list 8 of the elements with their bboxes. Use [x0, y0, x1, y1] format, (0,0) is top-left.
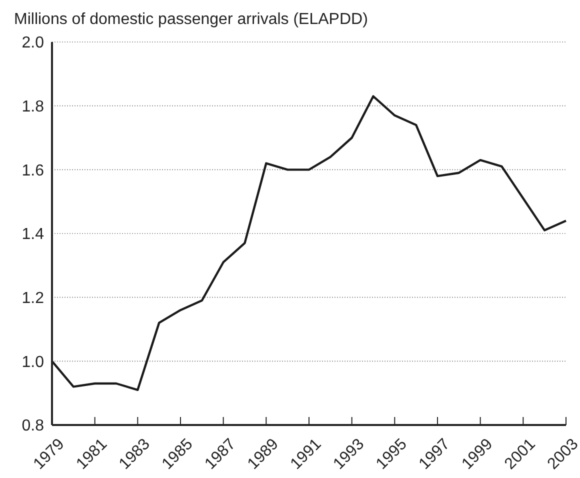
y-tick-label: 1.8: [22, 98, 44, 116]
y-tick-label: 0.8: [22, 418, 44, 435]
y-tick-label: 1.6: [22, 162, 44, 180]
y-tick-label: 1.2: [22, 290, 44, 307]
y-tick-label: 1.0: [22, 354, 44, 371]
y-tick-label: 1.4: [22, 226, 44, 244]
chart-title: Millions of domestic passenger arrivals (ELAPDD): [14, 11, 368, 28]
y-tick-label: 2.0: [22, 34, 44, 52]
